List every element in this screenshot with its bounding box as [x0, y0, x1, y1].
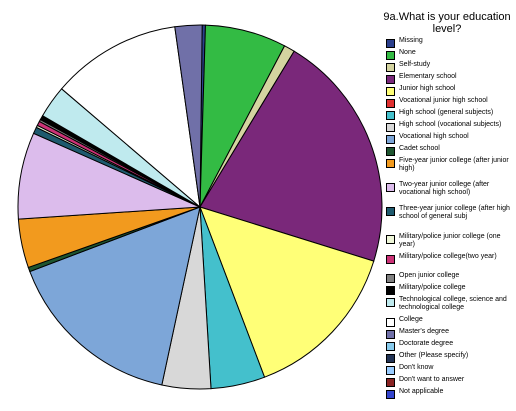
legend-swatch: [386, 123, 395, 132]
legend-item: High school (general subjects): [386, 109, 514, 121]
legend-item: Elementary school: [386, 73, 514, 85]
legend-label: Military/police junior college (one year…: [399, 233, 501, 248]
legend-item: Master's degree: [386, 328, 514, 340]
legend-label: Vocational high school: [399, 133, 469, 140]
legend-item: None: [386, 49, 514, 61]
legend-item: Missing: [386, 37, 514, 49]
legend-swatch: [386, 255, 395, 264]
legend-item: College: [386, 316, 514, 328]
legend-label: High school (vocational subjects): [399, 121, 502, 128]
legend-item: Self-study: [386, 61, 514, 73]
legend-label: College: [399, 316, 423, 323]
legend-item: Don't want to answer: [386, 376, 514, 388]
legend-swatch: [386, 378, 395, 387]
legend-swatch: [386, 318, 395, 327]
legend-label: Vocational junior high school: [399, 97, 488, 104]
legend-item: High school (vocational subjects): [386, 121, 514, 133]
legend-label: Master's degree: [399, 328, 449, 335]
legend-swatch: [386, 366, 395, 375]
legend-swatch: [386, 51, 395, 60]
legend-item: Don't know: [386, 364, 514, 376]
legend-item: Not applicable: [386, 388, 514, 400]
legend-swatch: [386, 342, 395, 351]
legend-item: Technological college, science and techn…: [386, 296, 514, 316]
legend-swatch: [386, 39, 395, 48]
legend-label: Military/police college: [399, 284, 466, 291]
legend-swatch: [386, 111, 395, 120]
legend-label: Open junior college: [399, 272, 460, 279]
legend-label: Two-year junior college (after vocationa…: [399, 181, 490, 196]
legend-swatch: [386, 147, 395, 156]
legend-label: Junior high school: [399, 85, 456, 92]
legend-label: Missing: [399, 37, 423, 44]
legend-label: Other (Please specify): [399, 352, 469, 359]
legend-item: Two-year junior college (after vocationa…: [386, 181, 514, 205]
legend-label: None: [399, 49, 416, 56]
legend-item: Vocational junior high school: [386, 97, 514, 109]
legend-item: Doctorate degree: [386, 340, 514, 352]
legend-label: Don't know: [399, 364, 434, 371]
legend-swatch: [386, 235, 395, 244]
legend-swatch: [386, 354, 395, 363]
legend-label: Don't want to answer: [399, 376, 465, 383]
legend-swatch: [386, 274, 395, 283]
legend-swatch: [386, 183, 395, 192]
legend-swatch: [386, 75, 395, 84]
legend-swatch: [386, 298, 395, 307]
legend-label: Cadet school: [399, 145, 440, 152]
legend-label: Elementary school: [399, 73, 457, 80]
legend-swatch: [386, 207, 395, 216]
legend-label: High school (general subjects): [399, 109, 494, 116]
legend-label: Not applicable: [399, 388, 444, 395]
pie-slice-8: [29, 206, 201, 386]
legend-item: Cadet school: [386, 145, 514, 157]
legend-swatch: [386, 87, 395, 96]
pie-slice-19: [174, 24, 203, 208]
legend-swatch: [386, 390, 395, 399]
pie-slice-4: [199, 206, 375, 378]
pie-slice-18: [60, 26, 201, 209]
legend-item: Junior high school: [386, 85, 514, 97]
legend-swatch: [386, 286, 395, 295]
legend-label: Military/police college(two year): [399, 253, 497, 260]
legend-item: Three-year junior college (after high sc…: [386, 205, 514, 233]
legend-item: Military/police college: [386, 284, 514, 296]
legend-label: Self-study: [399, 61, 431, 68]
legend-swatch: [386, 135, 395, 144]
legend-item: Vocational high school: [386, 133, 514, 145]
pie-slice-3: [199, 50, 383, 262]
legend-item: Five-year junior college (after junior h…: [386, 157, 514, 181]
legend-label: Doctorate degree: [399, 340, 454, 347]
legend-label: Three-year junior college (after high sc…: [399, 205, 510, 220]
legend-item: Open junior college: [386, 272, 514, 284]
legend-label: Technological college, science and techn…: [399, 296, 507, 311]
legend-swatch: [386, 63, 395, 72]
legend: Missing None Self-study Elementary school Ju…: [386, 37, 514, 400]
legend-swatch: [386, 99, 395, 108]
legend-label: Five-year junior college (after junior h…: [399, 157, 509, 172]
chart-title: 9a.What is your education level?: [383, 11, 511, 35]
legend-swatch: [386, 330, 395, 339]
legend-item: Military/police junior college (one year…: [386, 233, 514, 253]
legend-swatch: [386, 159, 395, 168]
legend-item: Other (Please specify): [386, 352, 514, 364]
legend-item: Military/police college(two year): [386, 253, 514, 272]
